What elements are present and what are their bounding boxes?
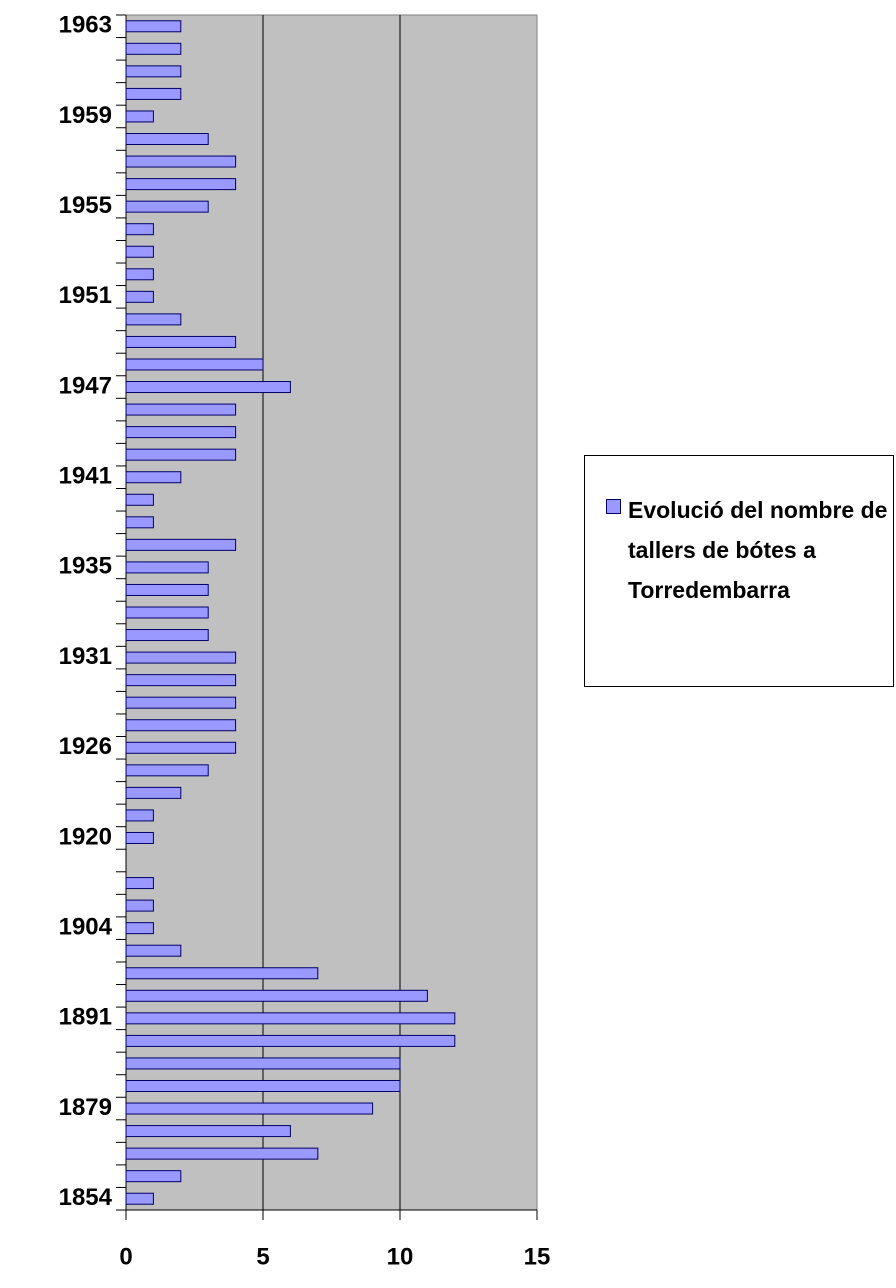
bar [125,1057,401,1070]
x-tick-label: 15 [524,1243,551,1270]
bar [125,133,209,146]
bar [125,967,319,980]
bar [125,629,209,642]
bar [125,538,237,551]
y-tick-label: 1879 [59,1094,112,1121]
y-tick-label: 1935 [59,553,112,580]
bar [125,335,237,348]
bar [125,809,154,822]
bar [125,606,209,619]
bar [125,899,154,912]
bar [125,1170,182,1183]
bar [125,42,182,55]
legend-swatch [606,499,621,514]
y-tick-label: 1854 [59,1184,113,1211]
bar [125,381,291,394]
bar [125,155,237,168]
legend: Evolució del nombre de tallers de bótes … [584,455,894,687]
bar [125,516,154,529]
bar [125,200,209,213]
bar [125,989,428,1002]
bar [125,922,154,935]
bar [125,1102,374,1115]
y-tick-label: 1931 [59,643,112,670]
y-tick-label: 1959 [59,102,112,129]
bar [125,471,182,484]
y-tick-label: 1891 [59,1004,112,1031]
bar [125,944,182,957]
x-tick-label: 0 [119,1243,132,1270]
legend-label: Evolució del nombre de tallers de bótes … [628,497,888,603]
x-tick-label: 10 [387,1243,414,1270]
bar [125,1034,456,1047]
bar [125,1192,154,1205]
y-tick-label: 1963 [59,12,112,39]
y-tick-label: 1920 [59,823,112,850]
bar [125,741,237,754]
y-tick-label: 1947 [59,372,112,399]
bar [125,1079,401,1092]
bar [125,696,237,709]
bar [125,651,237,664]
bar [125,493,154,506]
bar [125,1012,456,1025]
bar [125,1147,319,1160]
bar [125,877,154,890]
bar [125,403,237,416]
y-tick-label: 1941 [59,463,112,490]
bar [125,448,237,461]
bar [125,583,209,596]
bar [125,786,182,799]
bar [125,1125,291,1138]
bar [125,764,209,777]
bar [125,313,182,326]
bar [125,674,237,687]
y-tick-label: 1955 [59,192,112,219]
x-tick-label: 5 [256,1243,269,1270]
y-tick-label: 1926 [59,733,112,760]
bar [125,561,209,574]
bar [125,426,237,439]
bar [125,87,182,100]
y-tick-label: 1951 [59,282,112,309]
bar [125,65,182,78]
bar [125,178,237,191]
bar [125,719,237,732]
bar [125,290,154,303]
bar [125,358,264,371]
bar [125,110,154,123]
bar [125,223,154,236]
y-tick-label: 1904 [59,914,113,941]
bar [125,831,154,844]
bar [125,20,182,33]
bar [125,268,154,281]
bar [125,245,154,258]
